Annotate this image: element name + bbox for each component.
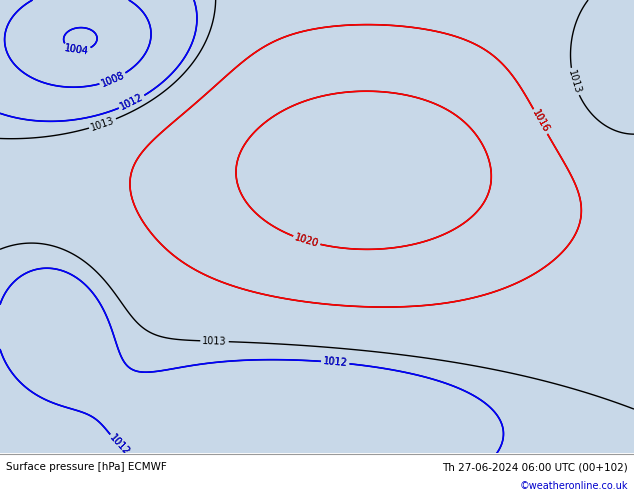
Text: 1020: 1020 (294, 232, 320, 249)
Text: Th 27-06-2024 06:00 UTC (00+102): Th 27-06-2024 06:00 UTC (00+102) (442, 462, 628, 472)
Text: 1012: 1012 (119, 92, 145, 112)
Text: ©weatheronline.co.uk: ©weatheronline.co.uk (519, 481, 628, 490)
Text: 1012: 1012 (323, 356, 348, 368)
Text: 1012: 1012 (107, 433, 131, 458)
Text: 1012: 1012 (323, 356, 348, 368)
Text: 1004: 1004 (64, 43, 89, 57)
Text: 1013: 1013 (89, 115, 116, 132)
Text: 1016: 1016 (530, 108, 551, 135)
Text: Surface pressure [hPa] ECMWF: Surface pressure [hPa] ECMWF (6, 462, 167, 472)
Text: 1008: 1008 (100, 70, 126, 89)
Text: 1012: 1012 (119, 92, 145, 112)
Text: 1016: 1016 (530, 108, 551, 135)
Text: 1004: 1004 (64, 43, 89, 57)
Text: 1013: 1013 (202, 336, 227, 346)
Text: 1013: 1013 (566, 69, 583, 95)
Text: 1008: 1008 (100, 70, 126, 89)
Text: 1012: 1012 (107, 433, 131, 458)
Text: 1020: 1020 (294, 232, 320, 249)
